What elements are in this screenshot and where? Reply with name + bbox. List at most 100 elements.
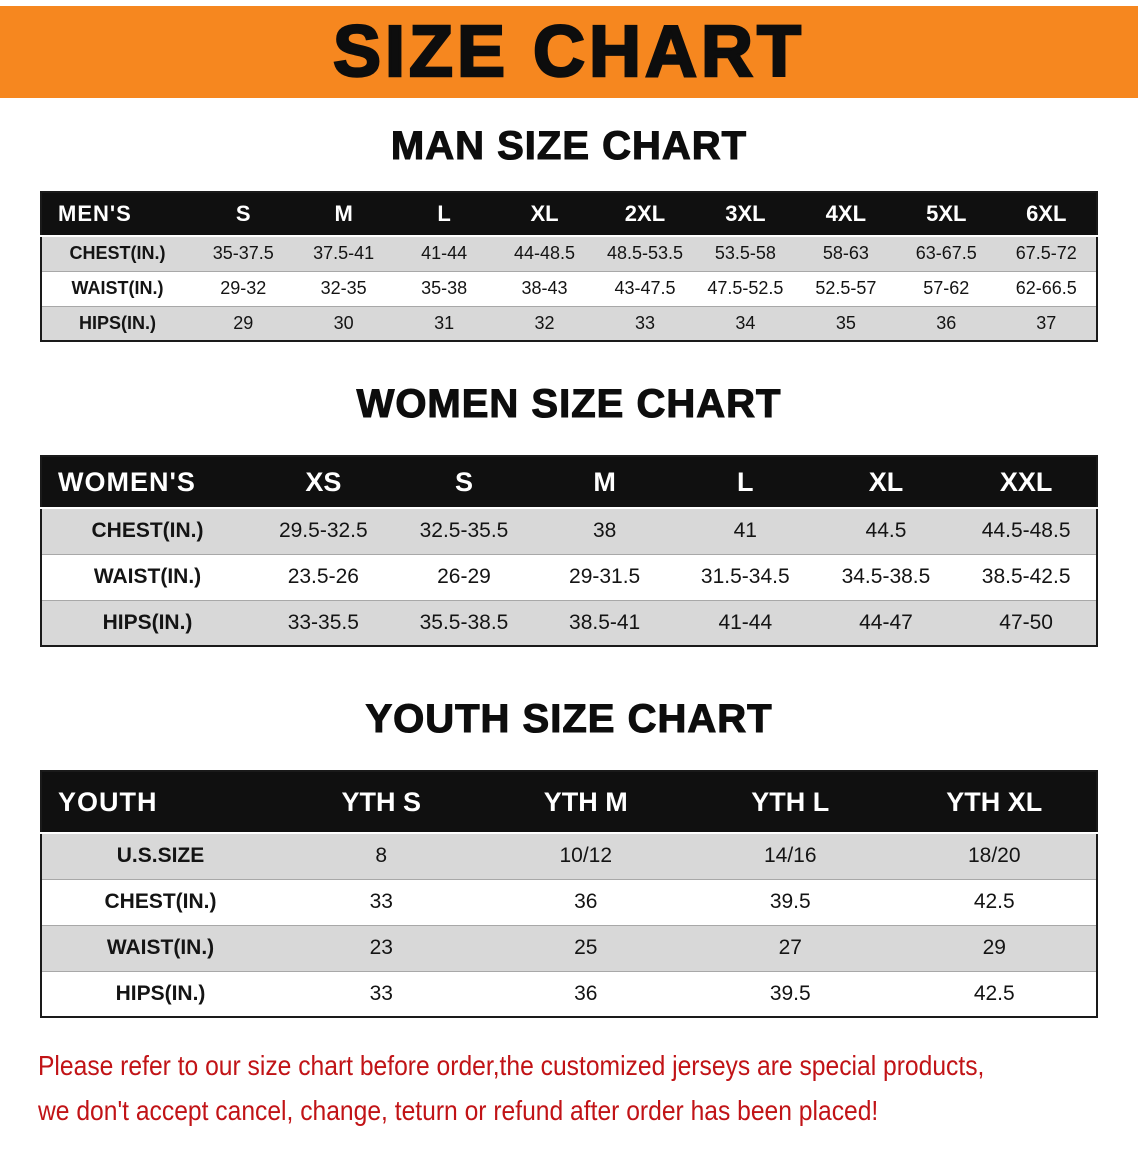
youth-size-table: YOUTH YTH S YTH M YTH L YTH XL U.S.SIZE 8 10/12… xyxy=(40,770,1098,1018)
value-cell: 33 xyxy=(369,981,393,1005)
value-cell: 30 xyxy=(333,312,354,333)
value-cell: 23 xyxy=(369,936,393,959)
value-cell: 39.5 xyxy=(769,890,811,913)
value-cell: 35-37.5 xyxy=(212,243,274,264)
value-cell: 47-50 xyxy=(999,610,1053,634)
value-cell: 29.5-32.5 xyxy=(278,519,368,543)
value-cell: 57-62 xyxy=(923,278,970,298)
value-cell: 34.5-38.5 xyxy=(841,565,931,588)
women-section-heading: WOMEN SIZE CHART xyxy=(356,381,782,426)
size-column-header: S xyxy=(193,192,294,236)
size-column-header: YTH L xyxy=(688,771,893,833)
size-column-header: S xyxy=(393,456,535,508)
men-size-table: MEN'S S M L XL 2XL 3XL 4XL 5XL 6XL CHEST(IN.) 35-37… xyxy=(40,191,1098,342)
value-cell: 29 xyxy=(982,936,1006,959)
value-cell: 63-67.5 xyxy=(915,243,977,264)
row-label-cell: HIPS(IN.) xyxy=(115,981,206,1005)
value-cell: 38.5-41 xyxy=(569,610,641,634)
size-column-header: 3XL xyxy=(695,192,796,236)
row-label-cell: WAIST(IN.) xyxy=(71,278,164,298)
size-column-header: YTH S xyxy=(279,771,484,833)
disclaimer-line-2: we don't accept cancel, change, teturn o… xyxy=(38,1094,879,1126)
value-cell: 29-32 xyxy=(220,278,267,298)
size-column-header: M xyxy=(293,192,394,236)
value-cell: 33-35.5 xyxy=(287,610,359,634)
size-column-header: 2XL xyxy=(594,192,696,236)
value-cell: 44.5 xyxy=(865,519,907,543)
table-title-cell: MEN'S xyxy=(41,192,193,236)
value-cell: 8 xyxy=(375,844,388,868)
disclaimer: Please refer to our size chart before or… xyxy=(38,1044,1100,1134)
size-column-header: YTH M xyxy=(483,771,688,833)
value-cell: 35 xyxy=(835,312,856,333)
value-cell: 34 xyxy=(735,312,756,333)
value-cell: 38-43 xyxy=(521,278,568,298)
size-column-header: 6XL xyxy=(996,192,1097,236)
row-label-cell: CHEST(IN.) xyxy=(91,519,204,543)
value-cell: 44.5-48.5 xyxy=(981,519,1071,543)
value-cell: 41 xyxy=(733,519,757,543)
size-column-header: XXL xyxy=(956,456,1097,508)
row-label-cell: HIPS(IN.) xyxy=(78,312,156,333)
measurement-row: HIPS(IN.) 29 30 31 32 33 34 35 36 37 xyxy=(41,306,1097,341)
value-cell: 27 xyxy=(778,936,802,959)
value-cell: 35-38 xyxy=(421,278,468,298)
value-cell: 41-44 xyxy=(421,243,468,264)
size-column-header: 5XL xyxy=(896,192,997,236)
value-cell: 47.5-52.5 xyxy=(707,278,784,298)
measurement-row: HIPS(IN.) 33-35.5 35.5-38.5 38.5-41 41-44 44-… xyxy=(41,600,1097,646)
value-cell: 33 xyxy=(369,890,393,913)
value-cell: 31 xyxy=(434,312,455,333)
table-title-cell: YOUTH xyxy=(41,771,279,833)
row-label-cell: WAIST(IN.) xyxy=(106,936,215,959)
size-chart-page: SIZE CHART MAN SIZE CHART MEN'S S M L XL 2XL 3… xyxy=(0,6,1138,1134)
value-cell: 32.5-35.5 xyxy=(419,519,509,543)
measurement-row: CHEST(IN.) 35-37.5 37.5-41 41-44 44-48.5 48.5… xyxy=(41,236,1097,271)
value-cell: 44-47 xyxy=(859,610,913,634)
value-cell: 53.5-58 xyxy=(714,243,776,264)
value-cell: 32 xyxy=(534,312,555,333)
row-label-cell: CHEST(IN.) xyxy=(69,243,166,264)
men-section-heading: MAN SIZE CHART xyxy=(390,123,748,168)
value-cell: 26-29 xyxy=(437,565,491,588)
size-column-header: XL xyxy=(494,192,595,236)
row-label-cell: HIPS(IN.) xyxy=(102,610,193,634)
value-cell: 36 xyxy=(936,312,957,333)
measurement-row: CHEST(IN.) 29.5-32.5 32.5-35.5 38 41 44.5 44.5… xyxy=(41,508,1097,554)
page-title: SIZE CHART xyxy=(332,12,805,92)
measurement-row: WAIST(IN.) 29-32 32-35 35-38 38-43 43-47.5 47.… xyxy=(41,271,1097,306)
size-column-header: 4XL xyxy=(795,192,897,236)
men-size-section: MAN SIZE CHART MEN'S S M L XL 2XL 3XL 4XL 5XL 6XL… xyxy=(0,123,1138,342)
row-label-cell: WAIST(IN.) xyxy=(93,565,202,588)
value-cell: 36 xyxy=(574,981,598,1005)
size-column-header: L xyxy=(393,192,495,236)
value-cell: 42.5 xyxy=(973,890,1015,913)
value-cell: 48.5-53.5 xyxy=(606,243,683,264)
value-cell: 29 xyxy=(233,312,254,333)
value-cell: 37 xyxy=(1036,312,1057,333)
size-column-header: M xyxy=(534,456,675,508)
value-cell: 42.5 xyxy=(973,981,1015,1005)
value-cell: 36 xyxy=(574,890,598,913)
value-cell: 33 xyxy=(634,312,655,333)
table-header-row: YOUTH YTH S YTH M YTH L YTH XL xyxy=(41,771,1097,833)
value-cell: 41-44 xyxy=(718,610,773,634)
value-cell: 25 xyxy=(574,936,598,959)
women-size-table: WOMEN'S XS S M L XL XXL CHEST(IN.) 29.5-32.5 32.5… xyxy=(40,455,1098,647)
row-label-cell: U.S.SIZE xyxy=(116,844,205,868)
table-header-row: WOMEN'S XS S M L XL XXL xyxy=(41,456,1097,508)
value-cell: 37.5-41 xyxy=(313,243,375,264)
women-size-section: WOMEN SIZE CHART WOMEN'S XS S M L XL XXL CHEST(… xyxy=(0,381,1138,647)
value-cell: 67.5-72 xyxy=(1015,243,1077,264)
value-cell: 38 xyxy=(592,519,617,543)
value-cell: 62-66.5 xyxy=(1015,278,1077,298)
size-column-header: XL xyxy=(815,456,957,508)
measurement-row: WAIST(IN.) 23.5-26 26-29 29-31.5 31.5-34.5 34… xyxy=(41,554,1097,600)
value-cell: 14/16 xyxy=(763,844,817,868)
youth-section-heading: YOUTH SIZE CHART xyxy=(365,696,773,741)
banner: SIZE CHART xyxy=(0,6,1138,98)
value-cell: 29-31.5 xyxy=(569,565,641,588)
row-label-cell: CHEST(IN.) xyxy=(104,890,217,913)
measurement-row: WAIST(IN.) 23 25 27 29 xyxy=(41,925,1097,971)
value-cell: 32-35 xyxy=(320,278,367,298)
